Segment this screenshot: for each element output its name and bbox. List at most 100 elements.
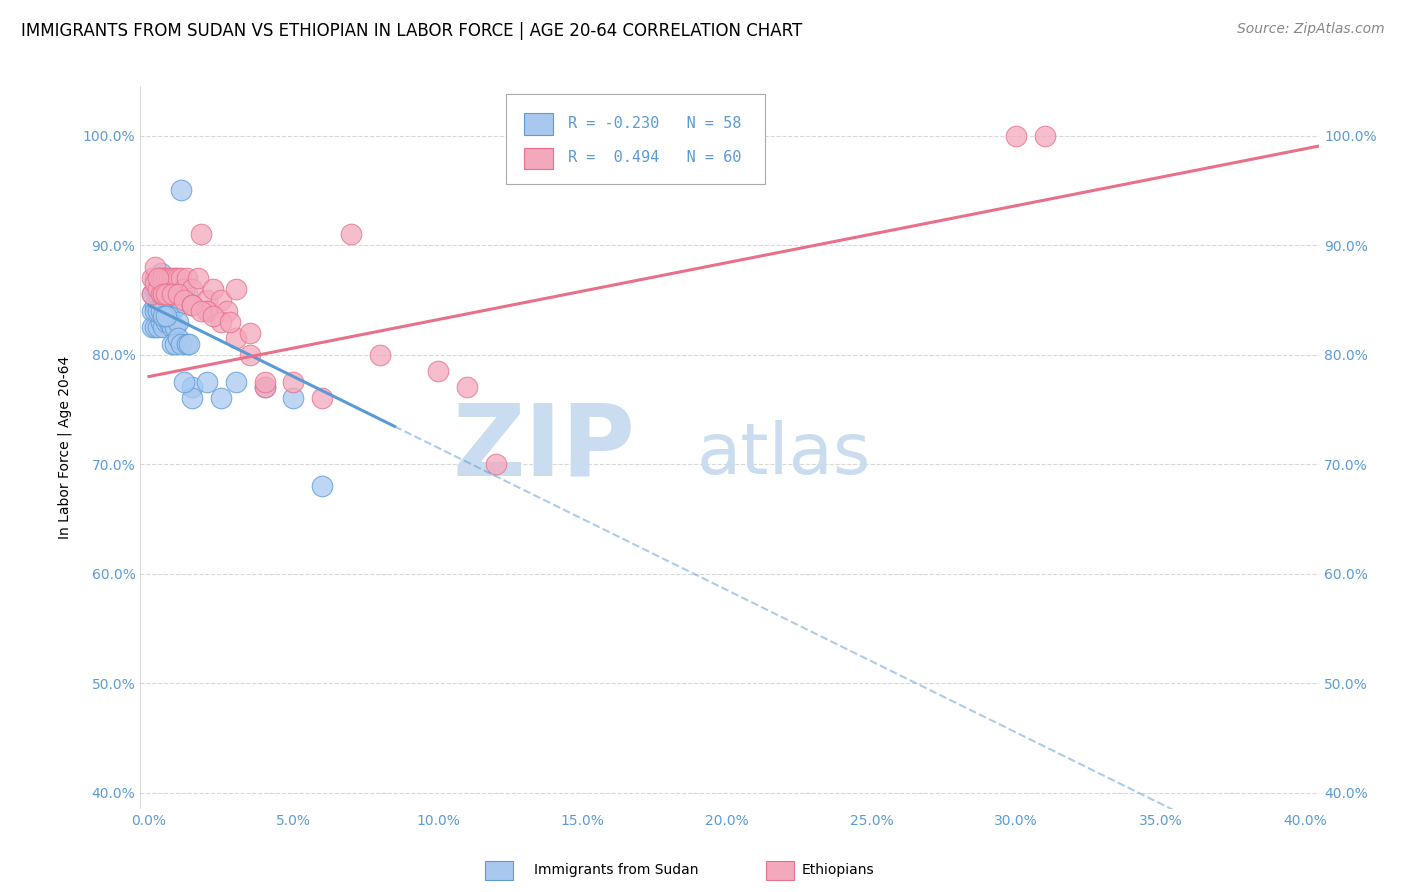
Point bbox=[160, 336, 183, 351]
Point bbox=[215, 303, 238, 318]
Point bbox=[160, 287, 183, 301]
Point bbox=[239, 326, 262, 340]
Point bbox=[160, 303, 183, 318]
Point bbox=[195, 293, 218, 307]
Point bbox=[166, 331, 188, 345]
Point bbox=[143, 303, 166, 318]
Point bbox=[181, 298, 204, 312]
Point bbox=[166, 287, 188, 301]
Point bbox=[141, 320, 163, 334]
Point bbox=[152, 303, 174, 318]
FancyBboxPatch shape bbox=[523, 113, 553, 135]
Point bbox=[149, 303, 172, 318]
Point bbox=[146, 287, 169, 301]
Point bbox=[195, 303, 218, 318]
Point bbox=[166, 282, 188, 296]
Text: R = -0.230   N = 58: R = -0.230 N = 58 bbox=[568, 117, 742, 131]
Point bbox=[201, 310, 224, 324]
Point bbox=[176, 287, 198, 301]
Point bbox=[146, 303, 169, 318]
Point bbox=[716, 156, 738, 170]
Point bbox=[170, 183, 193, 197]
Point bbox=[209, 293, 232, 307]
Point bbox=[218, 315, 240, 329]
Point bbox=[160, 287, 183, 301]
Point bbox=[730, 156, 752, 170]
Point bbox=[146, 303, 169, 318]
Point bbox=[179, 336, 201, 351]
FancyBboxPatch shape bbox=[506, 94, 765, 184]
Point bbox=[149, 298, 172, 312]
Point bbox=[340, 227, 363, 242]
Point bbox=[225, 375, 247, 389]
Point bbox=[163, 336, 186, 351]
Point bbox=[141, 287, 163, 301]
Point bbox=[311, 392, 333, 406]
Point bbox=[160, 320, 183, 334]
Text: ZIP: ZIP bbox=[453, 400, 636, 496]
Point bbox=[143, 271, 166, 285]
Point bbox=[311, 479, 333, 493]
Point bbox=[143, 260, 166, 274]
Point bbox=[149, 287, 172, 301]
Point bbox=[152, 287, 174, 301]
Point bbox=[143, 277, 166, 291]
Point bbox=[141, 287, 163, 301]
Point bbox=[141, 271, 163, 285]
Point bbox=[146, 271, 169, 285]
Point bbox=[163, 287, 186, 301]
Point bbox=[146, 271, 169, 285]
Point bbox=[166, 271, 188, 285]
Point bbox=[176, 271, 198, 285]
Point bbox=[181, 298, 204, 312]
Point bbox=[163, 271, 186, 285]
Point bbox=[187, 271, 209, 285]
Point bbox=[155, 282, 177, 296]
Text: atlas: atlas bbox=[697, 420, 872, 490]
Point bbox=[155, 298, 177, 312]
Point bbox=[157, 303, 180, 318]
Text: Immigrants from Sudan: Immigrants from Sudan bbox=[534, 863, 699, 877]
Point bbox=[173, 282, 195, 296]
Point bbox=[201, 282, 224, 296]
Point bbox=[485, 457, 508, 471]
Point bbox=[149, 282, 172, 296]
Point bbox=[225, 331, 247, 345]
Point bbox=[253, 380, 276, 394]
Point bbox=[181, 380, 204, 394]
Point bbox=[143, 282, 166, 296]
Point bbox=[155, 315, 177, 329]
Point bbox=[283, 375, 305, 389]
Point bbox=[1033, 128, 1056, 143]
Point bbox=[173, 375, 195, 389]
Point bbox=[170, 271, 193, 285]
Point bbox=[426, 364, 449, 378]
Point bbox=[155, 310, 177, 324]
Text: Source: ZipAtlas.com: Source: ZipAtlas.com bbox=[1237, 22, 1385, 37]
Point bbox=[166, 287, 188, 301]
Point bbox=[176, 336, 198, 351]
Point bbox=[1005, 128, 1028, 143]
Point bbox=[157, 287, 180, 301]
Point bbox=[253, 380, 276, 394]
Point bbox=[157, 315, 180, 329]
Text: IMMIGRANTS FROM SUDAN VS ETHIOPIAN IN LABOR FORCE | AGE 20-64 CORRELATION CHART: IMMIGRANTS FROM SUDAN VS ETHIOPIAN IN LA… bbox=[21, 22, 803, 40]
Point bbox=[190, 227, 212, 242]
Point bbox=[152, 287, 174, 301]
Point bbox=[173, 287, 195, 301]
Point bbox=[456, 380, 478, 394]
Point bbox=[155, 310, 177, 324]
Point bbox=[155, 287, 177, 301]
Point bbox=[160, 271, 183, 285]
Point bbox=[181, 392, 204, 406]
Point bbox=[166, 315, 188, 329]
Point bbox=[368, 348, 391, 362]
Point bbox=[195, 375, 218, 389]
Point bbox=[173, 293, 195, 307]
FancyBboxPatch shape bbox=[523, 148, 553, 169]
Point bbox=[152, 271, 174, 285]
Point bbox=[149, 266, 172, 280]
Point bbox=[166, 298, 188, 312]
Point bbox=[143, 298, 166, 312]
Point bbox=[181, 282, 204, 296]
